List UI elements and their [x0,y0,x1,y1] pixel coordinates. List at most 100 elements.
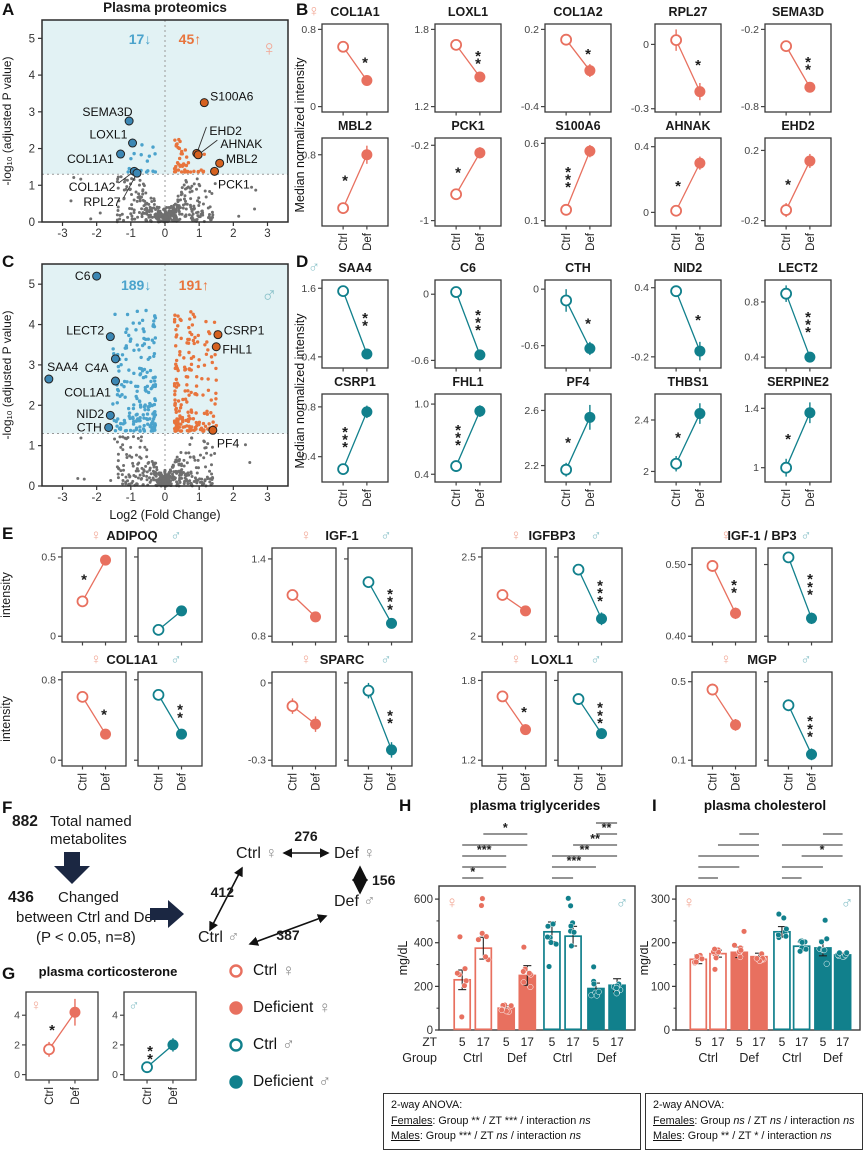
svg-text:C4A: C4A [85,361,110,375]
ctrl-point [286,700,299,713]
svg-text:EHD2: EHD2 [781,119,814,133]
svg-text:FHL1: FHL1 [222,343,252,357]
paired-miniplot-grid: intensity ♀ ADIPOQ ♂ 0.5 0 * ♀ IGF-1 ♂ 1.4 0.8 * * * ♀ I… [0,524,865,796]
svg-text:*: * [807,586,813,603]
svg-text:Def: Def [695,232,707,250]
svg-text:5: 5 [695,1035,702,1049]
svg-text:-1: -1 [126,492,136,504]
triglycerides-title: plasma triglycerides [469,798,601,813]
svg-text:*: * [597,585,603,602]
svg-text:*: * [565,171,571,188]
plot-box [25,991,99,1081]
svg-text:CTH: CTH [565,261,591,275]
ctrl-point [286,589,299,601]
svg-text:*: * [785,431,791,448]
svg-text:-log₁₀ (adjusted P value): -log₁₀ (adjusted P value) [0,311,14,440]
svg-text:1: 1 [29,441,35,453]
svg-text:0.4: 0.4 [301,351,316,363]
svg-text:0.2: 0.2 [744,145,759,157]
ctrl-point [496,589,509,601]
svg-text:400: 400 [414,938,433,950]
legend-label: Deficient [253,998,314,1016]
svg-text:MBL2: MBL2 [226,152,258,166]
svg-text:*: * [147,1051,153,1068]
svg-text:♀: ♀ [90,651,101,668]
def-point [804,155,816,167]
svg-text:SEMA3D: SEMA3D [82,105,132,119]
svg-text:♀: ♀ [720,527,731,544]
svg-text:-0.8: -0.8 [741,101,759,113]
svg-text:0.4: 0.4 [414,469,429,481]
svg-text:Ctrl: Ctrl [363,773,375,791]
cholesterol-title: plasma cholesterol [703,798,827,813]
legend-item: Deficient ♀ [228,989,393,1026]
svg-text:LOXL1: LOXL1 [448,5,488,19]
svg-text:Ctrl: Ctrl [671,233,683,250]
svg-text:2.5: 2.5 [461,551,476,563]
svg-text:Def: Def [695,488,707,507]
svg-text:*: * [362,55,368,72]
svg-text:*: * [731,584,737,601]
open-circle-icon [229,1037,243,1052]
svg-text:0.8: 0.8 [301,149,316,161]
svg-text:17↓: 17↓ [129,31,152,47]
svg-text:*: * [807,571,813,588]
anova-line: Males: Group ** / ZT * / interaction ns [653,1130,832,1143]
svg-text:♂: ♂ [380,527,391,544]
svg-text:Ctrl: Ctrl [77,773,89,791]
def-point [176,728,188,740]
svg-text:*: * [475,307,481,324]
svg-text:*: * [342,439,348,456]
svg-text:189↓: 189↓ [121,277,151,293]
svg-text:***: *** [567,854,582,868]
svg-text:5: 5 [779,1035,786,1049]
ctrl-point [496,690,509,703]
ctrl-point [780,287,793,300]
svg-text:0: 0 [533,284,539,296]
svg-text:3: 3 [264,492,270,504]
svg-text:1.0: 1.0 [414,399,429,411]
svg-text:0.1: 0.1 [671,755,686,767]
svg-text:0: 0 [643,207,649,219]
svg-text:0: 0 [29,481,35,493]
svg-text:**: ** [602,821,612,835]
svg-text:0: 0 [643,39,649,51]
sex-symbol: ♂ [282,1034,295,1054]
ctrl-point [152,623,165,636]
svg-text:2: 2 [112,1039,118,1051]
svg-text:Def: Def [101,772,113,791]
corticosterone-panel: plasma corticosterone 4 2 0 * Ctrl Def 4 2 0 * * Ct… [0,962,222,1155]
corticosterone-plots: 4 2 0 * Ctrl Def 4 2 0 * * Ctrl Def ♀ ♂ [0,984,222,1157]
svg-text:200: 200 [414,981,433,993]
svg-text:LOXL1: LOXL1 [89,128,127,142]
svg-text:Ctrl: Ctrl [783,773,795,791]
svg-text:Ctrl: Ctrl [44,1087,56,1105]
def-point [520,724,532,736]
ctrl-point [450,38,463,51]
svg-text:412: 412 [211,884,235,900]
def-point [474,71,486,83]
svg-text:*: * [147,1043,153,1060]
svg-text:*: * [805,54,811,71]
ctrl-point [76,595,89,608]
cholesterol-bar-chart: plasma cholesterol 0 100 200 300 mg/dL * ♀ ♂ 5 17… [637,796,865,1092]
svg-text:Def: Def [597,1051,617,1065]
open-circle-icon [229,963,243,978]
svg-text:*: * [475,314,481,331]
svg-text:-2: -2 [92,228,102,240]
svg-text:RPL27: RPL27 [669,5,708,19]
svg-text:Def: Def [475,232,487,250]
svg-text:1.8: 1.8 [414,24,429,36]
ctrl-point [362,684,375,697]
svg-text:Def: Def [521,772,533,791]
svg-text:C6: C6 [460,261,476,275]
svg-text:-0.3: -0.3 [631,103,649,115]
svg-text:Ctrl: Ctrl [497,773,509,791]
svg-text:*: * [675,430,681,447]
svg-text:17: 17 [477,1035,491,1049]
ctrl-point [706,683,719,696]
cholesterol-bars: 0 100 200 300 mg/dL * ♀ ♂ 5 17 5 17 5 17 5 17 Ctrl Def Ctr… [637,796,865,1097]
plot-box [767,671,833,767]
